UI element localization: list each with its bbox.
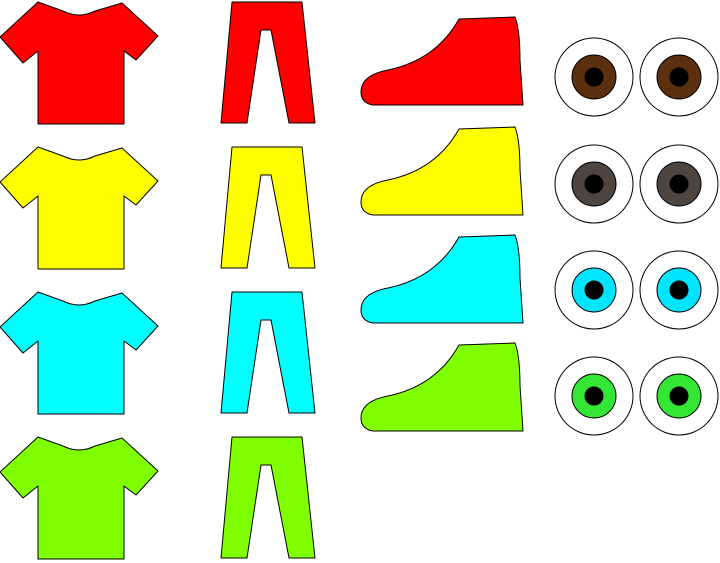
eye-icon — [639, 356, 719, 436]
eye-icon — [554, 144, 634, 224]
pants-column — [220, 1, 316, 559]
eye-icon — [554, 356, 634, 436]
eyes-icon[interactable] — [554, 144, 719, 224]
shoe-icon[interactable] — [360, 234, 524, 324]
shoe-icon[interactable] — [360, 342, 524, 432]
eyes-column — [554, 37, 719, 436]
shoe-icon[interactable] — [360, 16, 524, 106]
eye-icon — [639, 37, 719, 117]
shirts-column — [0, 1, 159, 560]
eyes-icon[interactable] — [554, 250, 719, 330]
pants-icon[interactable] — [220, 291, 316, 414]
shoe-icon[interactable] — [360, 126, 524, 216]
eye-icon — [554, 37, 634, 117]
pants-icon[interactable] — [220, 1, 316, 124]
t-shirt-icon[interactable] — [0, 436, 159, 560]
shoes-column — [360, 16, 524, 432]
eye-icon — [639, 250, 719, 330]
eyes-icon[interactable] — [554, 356, 719, 436]
t-shirt-icon[interactable] — [0, 1, 159, 125]
pants-icon[interactable] — [220, 146, 316, 269]
eyes-icon[interactable] — [554, 37, 719, 117]
pants-icon[interactable] — [220, 436, 316, 559]
t-shirt-icon[interactable] — [0, 291, 159, 415]
eye-icon — [554, 250, 634, 330]
eye-icon — [639, 144, 719, 224]
t-shirt-icon[interactable] — [0, 146, 159, 270]
